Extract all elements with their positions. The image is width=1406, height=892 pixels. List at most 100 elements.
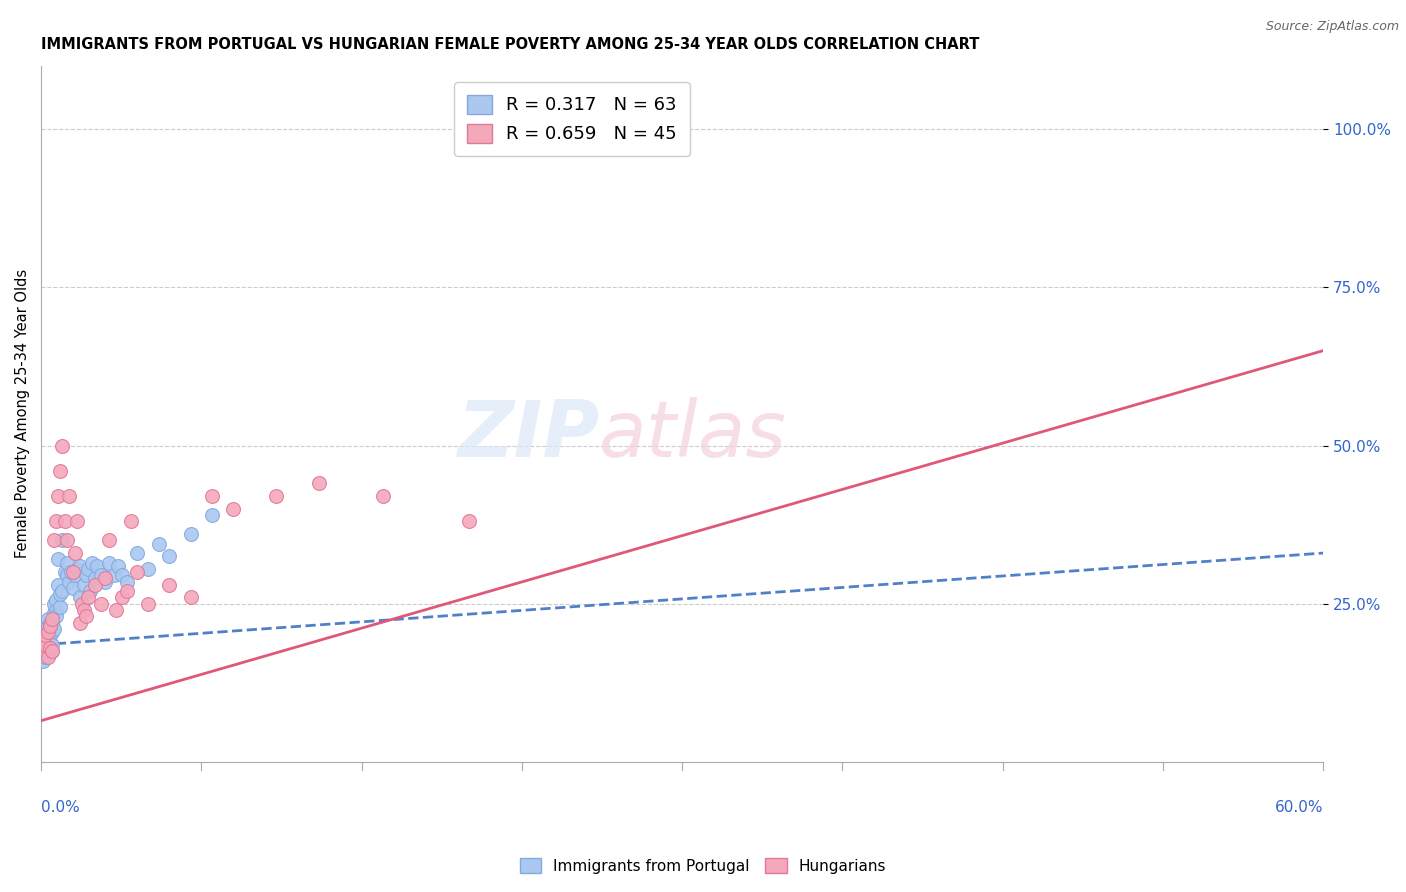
Point <box>34 632 56 646</box>
Point <box>222 501 245 516</box>
Point <box>51 584 73 599</box>
Point <box>115 584 138 599</box>
Point <box>201 508 224 522</box>
Point <box>34 638 56 652</box>
Point <box>77 591 100 605</box>
Point <box>73 577 96 591</box>
Point <box>75 568 97 582</box>
Point <box>148 536 170 550</box>
Point <box>457 515 479 529</box>
Point <box>69 591 91 605</box>
Point <box>115 574 138 589</box>
Point <box>564 122 586 136</box>
Point <box>86 558 108 573</box>
Point <box>73 603 96 617</box>
Point <box>32 628 55 642</box>
Point <box>107 558 129 573</box>
Point <box>32 634 55 648</box>
Text: 60.0%: 60.0% <box>1275 800 1323 815</box>
Point <box>45 609 67 624</box>
Point <box>37 650 59 665</box>
Y-axis label: Female Poverty Among 25-34 Year Olds: Female Poverty Among 25-34 Year Olds <box>15 269 30 558</box>
Point <box>51 533 73 548</box>
Point <box>41 638 63 652</box>
Point <box>82 556 104 570</box>
Point <box>37 625 59 640</box>
Point <box>157 577 180 591</box>
Point <box>41 644 63 658</box>
Point <box>127 546 149 560</box>
Point <box>37 644 59 658</box>
Point <box>38 615 60 630</box>
Point <box>38 638 60 652</box>
Point <box>38 619 60 633</box>
Point <box>34 625 56 640</box>
Point <box>38 628 60 642</box>
Point <box>37 612 59 626</box>
Point <box>42 606 65 620</box>
Point <box>201 489 224 503</box>
Point <box>104 603 127 617</box>
Point <box>32 634 55 648</box>
Point <box>66 515 89 529</box>
Point <box>58 574 80 589</box>
Point <box>65 568 87 582</box>
Point <box>77 562 100 576</box>
Text: ZIP: ZIP <box>457 397 599 473</box>
Point <box>34 647 56 661</box>
Point <box>42 622 65 636</box>
Point <box>45 593 67 607</box>
Point <box>308 476 330 491</box>
Point <box>42 533 65 548</box>
Point <box>49 464 72 478</box>
Point <box>371 489 394 503</box>
Point <box>65 546 87 560</box>
Point <box>37 640 59 655</box>
Point <box>46 489 69 503</box>
Text: atlas: atlas <box>599 397 787 473</box>
Point <box>34 628 56 642</box>
Point <box>49 599 72 614</box>
Text: IMMIGRANTS FROM PORTUGAL VS HUNGARIAN FEMALE POVERTY AMONG 25-34 YEAR OLDS CORRE: IMMIGRANTS FROM PORTUGAL VS HUNGARIAN FE… <box>41 37 980 53</box>
Point <box>45 603 67 617</box>
Point <box>157 549 180 564</box>
Point <box>55 556 77 570</box>
Text: 0.0%: 0.0% <box>41 800 80 815</box>
Point <box>42 597 65 611</box>
Legend: Immigrants from Portugal, Hungarians: Immigrants from Portugal, Hungarians <box>513 852 893 880</box>
Point <box>41 615 63 630</box>
Point <box>120 515 142 529</box>
Point <box>69 615 91 630</box>
Point <box>41 625 63 640</box>
Point <box>98 533 121 548</box>
Point <box>58 489 80 503</box>
Point <box>46 577 69 591</box>
Point <box>46 552 69 566</box>
Text: Source: ZipAtlas.com: Source: ZipAtlas.com <box>1265 20 1399 33</box>
Point <box>103 568 125 582</box>
Point <box>94 574 117 589</box>
Point <box>38 634 60 648</box>
Point <box>127 565 149 579</box>
Point <box>136 597 159 611</box>
Point <box>32 654 55 668</box>
Point <box>53 565 76 579</box>
Point <box>90 597 112 611</box>
Point <box>45 515 67 529</box>
Point <box>34 638 56 652</box>
Point <box>83 577 105 591</box>
Legend: R = 0.317   N = 63, R = 0.659   N = 45: R = 0.317 N = 63, R = 0.659 N = 45 <box>454 82 690 156</box>
Point <box>37 619 59 633</box>
Point <box>41 644 63 658</box>
Point <box>79 584 101 599</box>
Point <box>111 568 134 582</box>
Point <box>94 571 117 585</box>
Point <box>32 644 55 658</box>
Point <box>66 562 89 576</box>
Point <box>32 644 55 658</box>
Point <box>51 438 73 452</box>
Point <box>70 597 93 611</box>
Point <box>55 568 77 582</box>
Point <box>75 609 97 624</box>
Point <box>136 562 159 576</box>
